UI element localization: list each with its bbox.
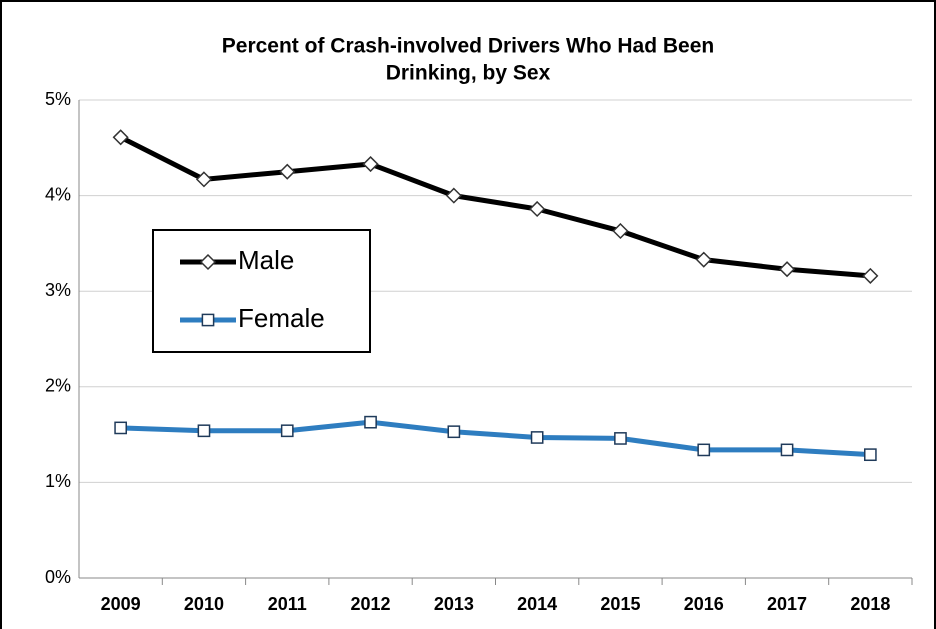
x-tick-label: 2012 xyxy=(351,594,391,614)
chart-title: Percent of Crash-involved Drivers Who Ha… xyxy=(222,35,714,58)
marker xyxy=(279,163,296,180)
marker xyxy=(112,129,129,146)
marker xyxy=(697,443,711,457)
marker xyxy=(530,431,544,444)
marker xyxy=(864,448,877,462)
y-tick-label: 1% xyxy=(45,471,71,491)
legend-box xyxy=(152,229,371,353)
marker xyxy=(364,415,377,429)
y-tick-label: 4% xyxy=(45,184,71,204)
y-tick-label: 3% xyxy=(45,280,71,300)
series-line xyxy=(119,135,871,279)
marker xyxy=(114,421,128,435)
series-line xyxy=(120,419,871,458)
legend-marker xyxy=(201,313,215,327)
marker xyxy=(445,187,462,204)
marker xyxy=(612,222,629,240)
x-tick-label: 2017 xyxy=(767,594,807,614)
marker xyxy=(614,432,627,445)
x-tick-label: 2011 xyxy=(268,594,307,614)
chart-title: Drinking, by Sex xyxy=(386,62,551,85)
x-tick-label: 2015 xyxy=(600,594,640,614)
legend-label: Male xyxy=(238,245,294,275)
x-tick-label: 2013 xyxy=(434,594,474,614)
marker xyxy=(778,261,796,278)
marker xyxy=(695,251,712,268)
x-tick-label: 2014 xyxy=(517,594,557,614)
marker xyxy=(447,425,461,439)
x-tick-label: 2010 xyxy=(184,594,224,614)
marker xyxy=(780,443,794,457)
marker xyxy=(529,200,546,218)
marker xyxy=(862,267,879,284)
x-tick-label: 2016 xyxy=(684,594,724,614)
y-tick-label: 0% xyxy=(45,567,71,587)
legend: Male Female xyxy=(152,229,371,353)
marker xyxy=(195,171,213,188)
y-tick-label: 2% xyxy=(45,376,71,396)
x-tick-label: 2018 xyxy=(850,594,890,614)
legend-label: Female xyxy=(238,303,325,333)
marker xyxy=(280,424,294,438)
marker xyxy=(197,424,211,438)
y-tick-label: 5% xyxy=(45,89,71,109)
x-tick-label: 2009 xyxy=(101,594,141,614)
marker xyxy=(362,155,379,173)
legend-marker xyxy=(199,253,217,271)
